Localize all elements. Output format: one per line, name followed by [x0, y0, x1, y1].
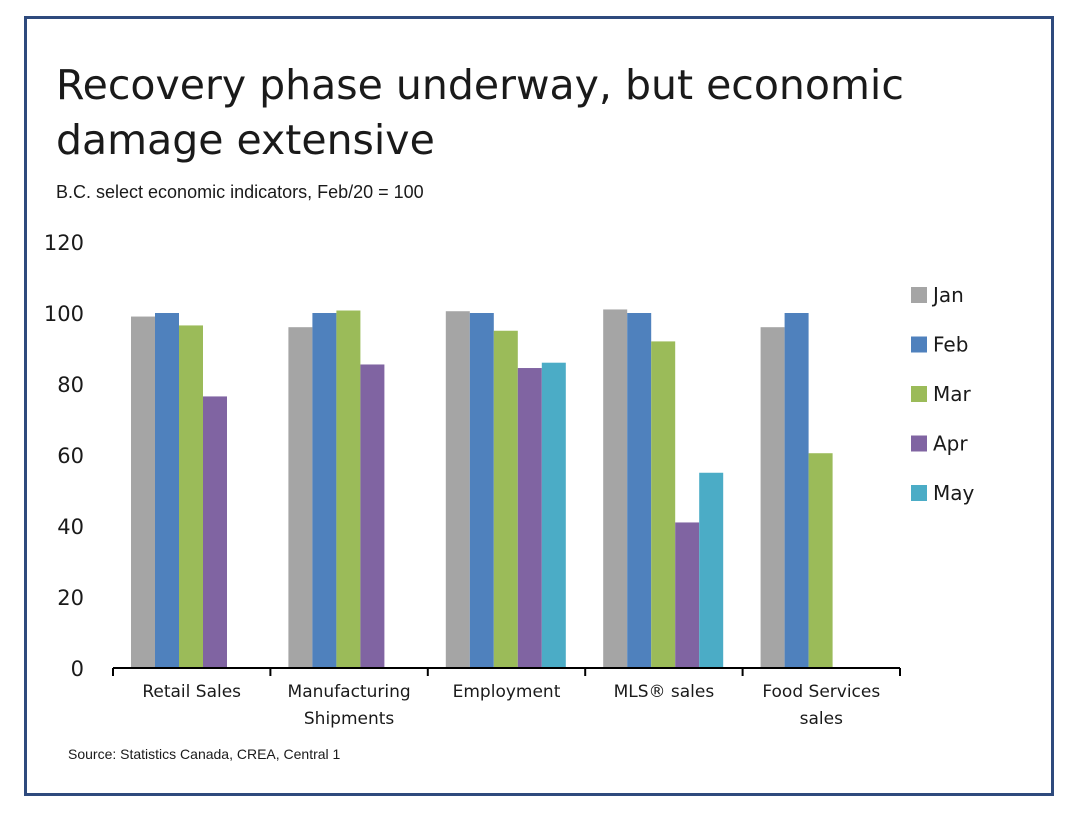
bar-feb-4: [784, 313, 809, 668]
bar-feb-1: [312, 313, 337, 668]
legend-label-feb: Feb: [933, 333, 968, 357]
bar-jan-3: [603, 309, 628, 668]
bar-apr-2: [517, 368, 542, 668]
x-axis: Retail Sales Manufacturing Shipments Employ…: [112, 667, 901, 729]
x-category-label: Food Services: [762, 682, 880, 702]
bar-feb-3: [627, 313, 652, 668]
legend-swatch-mar: [911, 386, 927, 402]
y-tick-label: 20: [57, 586, 84, 610]
legend-label-may: May: [933, 481, 975, 505]
bar-jan-2: [445, 311, 470, 668]
x-category-label: MLS® sales: [614, 682, 715, 702]
y-tick-label: 100: [44, 302, 84, 326]
legend-label-jan: Jan: [931, 283, 964, 307]
bar-jan-1: [288, 327, 313, 668]
bar-feb-0: [155, 313, 179, 668]
x-category-label: Employment: [453, 682, 561, 702]
y-axis: 0 20 40 60 80 100 120: [44, 231, 84, 681]
legend: Jan Feb Mar Apr May: [911, 283, 975, 505]
legend-swatch-feb: [911, 336, 927, 353]
bar-jan-0: [131, 316, 155, 668]
bar-mar-2: [493, 330, 518, 668]
bar-apr-0: [203, 396, 227, 668]
x-category-label: Manufacturing: [288, 682, 411, 702]
y-tick-label: 60: [57, 444, 84, 468]
bar-jan-4: [760, 327, 785, 668]
bar-mar-4: [808, 453, 833, 668]
y-tick-label: 0: [71, 657, 84, 681]
bar-feb-2: [469, 313, 494, 668]
x-category-label: Retail Sales: [142, 682, 241, 702]
bar-mar-3: [651, 341, 676, 668]
legend-swatch-jan: [911, 287, 927, 303]
bar-mar-0: [179, 325, 203, 668]
bars-group: [131, 309, 833, 668]
legend-label-apr: Apr: [933, 432, 968, 456]
y-tick-label: 80: [57, 373, 84, 397]
legend-swatch-apr: [911, 435, 927, 452]
chart-title: Recovery phase underway, but economic da…: [56, 61, 904, 164]
source-note: Source: Statistics Canada, CREA, Central…: [68, 746, 341, 762]
y-tick-label: 120: [44, 231, 84, 255]
bar-apr-3: [675, 522, 700, 668]
bar-apr-1: [360, 364, 385, 668]
bar-may-2: [541, 362, 566, 668]
y-tick-label: 40: [57, 515, 84, 539]
legend-swatch-may: [911, 485, 927, 501]
bar-may-3: [699, 472, 724, 668]
chart-subtitle: B.C. select economic indicators, Feb/20 …: [56, 182, 424, 202]
x-category-label: sales: [800, 709, 843, 729]
bar-mar-1: [336, 310, 361, 668]
x-category-label: Shipments: [304, 709, 395, 729]
legend-label-mar: Mar: [933, 382, 972, 406]
